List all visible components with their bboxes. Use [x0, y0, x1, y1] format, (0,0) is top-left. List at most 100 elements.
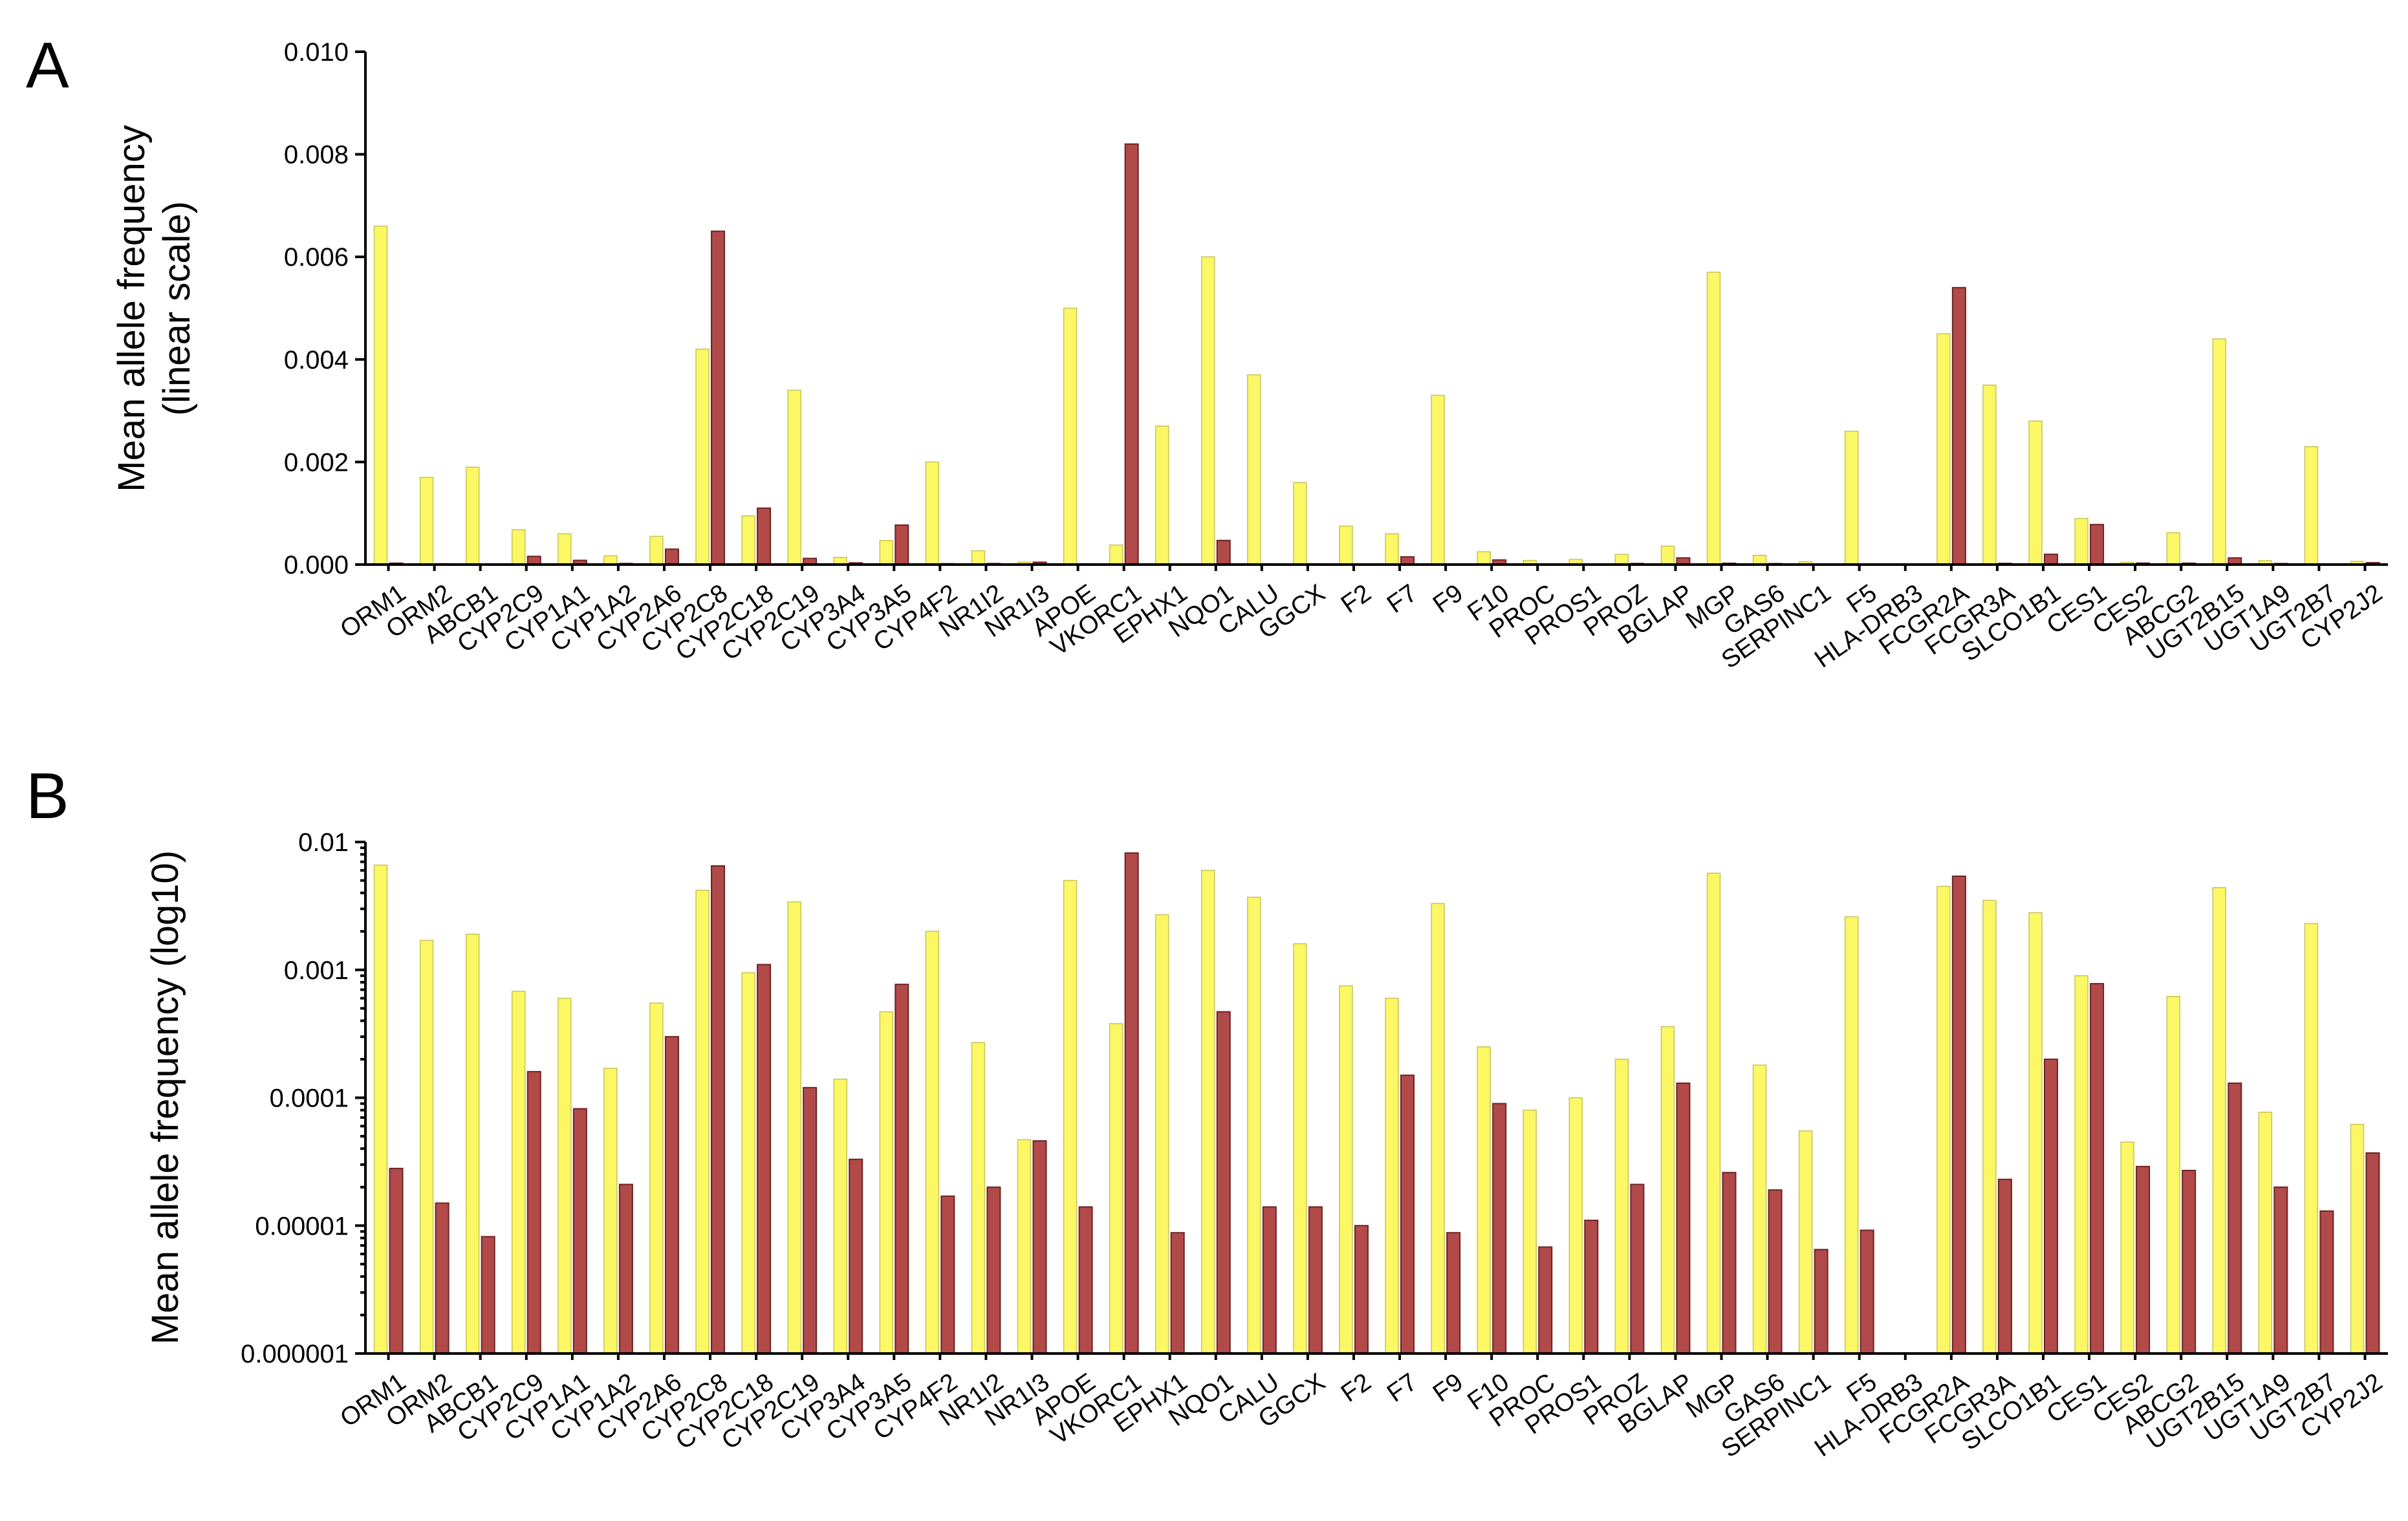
bar-series-red-ABCB1 — [481, 1236, 495, 1355]
bar-series-yellow-ABCG2 — [2166, 996, 2180, 1354]
bar-series-yellow-CES1 — [2074, 975, 2088, 1354]
bar-series-yellow-CES2 — [2120, 1141, 2134, 1354]
bar-series-red-CES1 — [2090, 983, 2105, 1354]
bar-series-yellow-APOE — [1063, 879, 1078, 1354]
bar-series-red-CYP2J2 — [2365, 1152, 2380, 1354]
bar-series-yellow-CYP2C19 — [787, 901, 801, 1354]
y-tick-label: 0.000 — [284, 551, 349, 579]
y-tick-label: 0.006 — [284, 243, 349, 272]
bar-series-yellow-VKORC1 — [1109, 545, 1123, 565]
bar-series-yellow-ABCB1 — [465, 466, 480, 565]
bar-series-red-CYP2A6 — [664, 548, 679, 566]
bar-series-red-UGT2B7 — [2319, 1210, 2334, 1354]
bar-series-red-FCGR2A — [1951, 875, 1966, 1355]
panel-b-y-ticks: 0.000001 0.00001 0.0001 0.001 0.01 — [241, 828, 365, 1368]
bar-series-yellow-F2 — [1339, 985, 1353, 1354]
y-tick-label: 0.002 — [284, 448, 349, 477]
bar-series-yellow-CYP2C18 — [741, 972, 755, 1354]
bar-series-yellow-FCGR2A — [1936, 333, 1951, 565]
bar-series-yellow-SERPINC1 — [1798, 1130, 1813, 1354]
bar-series-yellow-CYP1A2 — [603, 1068, 618, 1354]
bar-series-red-CYP2C18 — [757, 507, 772, 566]
bar-series-yellow-PROS1 — [1568, 1097, 1583, 1354]
panel-a-y-axis-label: Mean allele frequency (linear scale) — [111, 125, 198, 491]
bar-series-yellow-CYP2C9 — [511, 991, 526, 1354]
bar-series-yellow-CYP4F2 — [925, 461, 940, 565]
panel-b-x-tick-labels: ORM1ORM2ABCB1CYP2C9CYP1A1CYP1A2CYP2A6CYP… — [335, 1354, 2387, 1463]
bar-series-red-UGT2B15 — [2228, 1082, 2242, 1354]
panel-a-bars — [373, 143, 2380, 566]
bar-series-yellow-CYP3A4 — [833, 1078, 847, 1354]
bar-series-yellow-ORM1 — [373, 864, 388, 1354]
bar-series-yellow-EPHX1 — [1155, 914, 1169, 1354]
bar-series-yellow-FCGR3A — [1982, 384, 1997, 565]
bar-series-red-CYP1A1 — [572, 1108, 587, 1355]
bar-series-red-NR1I2 — [986, 1186, 1001, 1354]
bar-series-red-BGLAP — [1676, 1082, 1691, 1354]
panel-a-letter: A — [26, 29, 69, 102]
bar-series-yellow-GGCX — [1293, 482, 1307, 565]
x-tick-label-F7: F7 — [1382, 579, 1422, 618]
bar-series-yellow-NR1I2 — [971, 550, 986, 565]
bar-series-yellow-ABCG2 — [2166, 532, 2180, 565]
y-axis-label-line: (linear scale) — [156, 201, 198, 416]
bar-series-red-FCGR3A — [1997, 1178, 2012, 1354]
bar-series-yellow-F5 — [1844, 916, 1859, 1354]
bar-series-red-CYP2C8 — [711, 230, 726, 565]
bar-series-yellow-PROZ — [1614, 1059, 1629, 1354]
panel-a-y-ticks: 0.000 0.002 0.004 0.006 0.008 0.010 — [284, 38, 365, 579]
bar-series-yellow-NR1I2 — [971, 1042, 986, 1354]
bar-series-red-GAS6 — [1768, 1189, 1783, 1354]
bar-series-red-PROS1 — [1584, 1220, 1599, 1354]
bar-series-yellow-PROC — [1523, 1109, 1537, 1354]
bar-series-yellow-NQO1 — [1201, 256, 1215, 565]
bar-series-red-APOE — [1078, 1206, 1093, 1354]
y-tick-label: 0.01 — [298, 828, 349, 857]
bar-series-red-ABCG2 — [2182, 1169, 2196, 1355]
bar-series-red-CES2 — [2136, 1165, 2151, 1354]
bar-series-yellow-F10 — [1477, 551, 1491, 565]
panel-b-bars — [373, 852, 2380, 1355]
bar-series-red-CYP3A5 — [895, 984, 909, 1354]
bar-series-red-VKORC1 — [1124, 852, 1139, 1354]
bar-series-yellow-NQO1 — [1201, 870, 1215, 1354]
bar-series-yellow-UGT2B15 — [2212, 338, 2227, 565]
bar-series-red-SERPINC1 — [1814, 1249, 1828, 1354]
bar-series-yellow-F2 — [1339, 525, 1353, 565]
bar-series-red-PROC — [1538, 1246, 1553, 1354]
bar-series-red-CYP1A2 — [618, 1183, 633, 1354]
panel-b-y-axis-label: Mean allele frequency (log10) — [144, 850, 186, 1344]
bar-series-yellow-F9 — [1431, 903, 1445, 1354]
y-axis-label-line: Mean allele frequency — [111, 125, 153, 491]
bar-series-yellow-CYP2C8 — [695, 349, 710, 565]
bar-series-red-CYP2C9 — [526, 1071, 541, 1354]
bar-series-yellow-CYP1A2 — [603, 555, 618, 565]
bar-series-yellow-SLCO1B1 — [2028, 912, 2043, 1354]
bar-series-yellow-ORM1 — [373, 225, 388, 565]
bar-series-yellow-FCGR2A — [1936, 885, 1951, 1354]
bar-series-yellow-CYP2C9 — [511, 529, 526, 565]
x-tick-label-F2: F2 — [1336, 579, 1376, 618]
bar-series-yellow-CYP3A5 — [879, 1011, 894, 1354]
bar-series-yellow-FCGR3A — [1982, 900, 1997, 1354]
bar-series-yellow-CES1 — [2074, 517, 2088, 565]
bar-series-yellow-BGLAP — [1660, 545, 1675, 565]
bar-series-red-PROZ — [1630, 1183, 1645, 1354]
bar-series-yellow-EPHX1 — [1155, 426, 1169, 565]
bar-series-red-EPHX1 — [1170, 1232, 1185, 1354]
bar-series-yellow-GGCX — [1293, 943, 1307, 1354]
bar-series-yellow-ORM2 — [419, 477, 434, 565]
y-tick-label: 0.008 — [284, 141, 349, 169]
bar-series-red-ORM2 — [435, 1202, 450, 1355]
bar-series-red-NQO1 — [1216, 1011, 1231, 1354]
bar-series-yellow-F7 — [1385, 997, 1399, 1354]
bar-series-red-F9 — [1446, 1232, 1461, 1354]
bar-series-red-CYP3A5 — [895, 524, 909, 566]
bar-series-yellow-CALU — [1247, 374, 1261, 565]
bar-series-red-ORM1 — [389, 1167, 404, 1354]
bar-series-red-SLCO1B1 — [2043, 1058, 2058, 1354]
bar-series-red-CYP2C8 — [711, 865, 726, 1354]
y-tick-label: 0.000001 — [241, 1340, 349, 1368]
bar-series-yellow-CYP2C18 — [741, 515, 755, 565]
bar-series-red-NQO1 — [1216, 539, 1231, 566]
